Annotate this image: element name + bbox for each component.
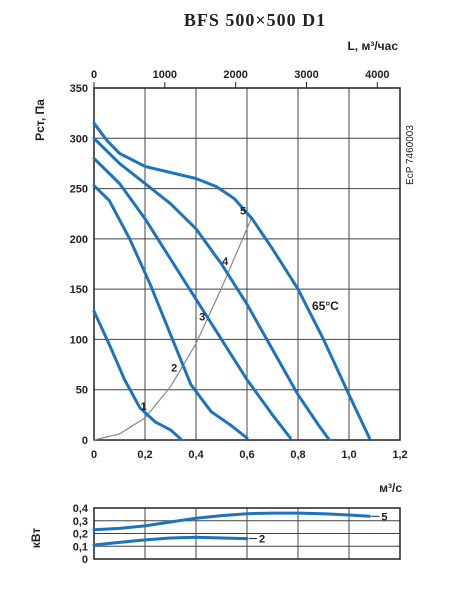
x-tick-label: 1,2: [392, 449, 407, 461]
power-series-line-5: [92, 511, 371, 532]
y-tick-label: 250: [70, 184, 88, 196]
x-tick-label: 0: [91, 449, 97, 461]
main-plot: 0 0,2 0,4 0,6 0,8 1,0 1,2050100150200250300350…: [70, 69, 408, 461]
power-series-line-2: [92, 535, 249, 547]
series-label: 1: [140, 401, 146, 413]
x2-tick-label: 4000: [365, 69, 389, 81]
plot-frame: [93, 87, 401, 441]
x-axis-label: м³/с: [379, 481, 402, 495]
x-tick-label: 0,4: [188, 449, 204, 461]
x-tick-label: 0,2: [137, 449, 152, 461]
x-tick-label: 0,6: [239, 449, 254, 461]
x-tick-label: 1,0: [341, 449, 356, 461]
y-tick-label: 0: [82, 435, 88, 447]
y-tick-label: 50: [76, 385, 88, 397]
system-curve: [93, 216, 253, 441]
power-frame: [93, 507, 401, 560]
temperature-label: 65°C: [312, 299, 339, 313]
power-plot: 00,10,20,30,4 5 2: [73, 503, 401, 566]
series-line-4: [92, 136, 331, 441]
power-y-tick-label: 0,2: [73, 529, 88, 541]
power-y-tick-label: 0: [82, 554, 88, 566]
power-y-tick-label: 0,3: [73, 516, 88, 528]
power-axis-label: кВт: [29, 528, 43, 549]
y-tick-label: 150: [70, 284, 88, 296]
y-axis-label: Pст, Па: [33, 99, 47, 141]
y-tick-label: 350: [70, 83, 88, 95]
series-line-5: [92, 121, 371, 440]
power-series-label: 5: [381, 511, 387, 523]
chart-title: BFS 500×500 D1: [184, 10, 326, 30]
power-y-tick-label: 0,1: [73, 541, 88, 553]
series-label: 5: [240, 206, 246, 218]
side-code: EcP 7460003: [405, 125, 416, 185]
series-line-1: [92, 309, 183, 441]
y-tick-label: 300: [70, 133, 88, 145]
x2-axis-label: L, м³/час: [347, 39, 398, 53]
series-line-3: [92, 156, 292, 440]
power-series-label: 2: [259, 534, 265, 546]
x2-tick-label: 3000: [294, 69, 318, 81]
y-tick-label: 200: [70, 234, 88, 246]
x-tick-label: 0,8: [290, 449, 305, 461]
x2-tick-label: 1000: [153, 69, 177, 81]
series-line-2: [92, 184, 249, 440]
x2-tick-label: 0: [91, 69, 97, 81]
y-tick-label: 100: [70, 334, 88, 346]
series-label: 2: [171, 363, 177, 375]
series-label: 3: [199, 311, 205, 323]
x2-tick-label: 2000: [223, 69, 247, 81]
power-y-tick-label: 0,4: [73, 503, 89, 515]
series-label: 4: [222, 256, 229, 268]
